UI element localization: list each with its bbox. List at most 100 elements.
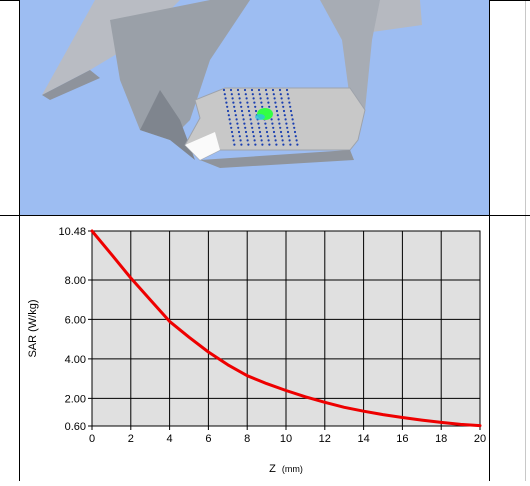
grid-dot — [230, 130, 234, 134]
grid-dot — [289, 105, 292, 108]
grid-dot — [288, 139, 291, 142]
x-tick-label: 14 — [357, 433, 369, 445]
y-tick-label: 8.00 — [65, 275, 86, 287]
x-tick-label: 6 — [205, 433, 211, 445]
frame-outer-rule — [525, 0, 526, 481]
grid-dot — [244, 126, 247, 129]
grid-dot — [250, 88, 254, 92]
phantom-3d-svg — [20, 0, 489, 215]
grid-dot — [244, 130, 248, 134]
grid-dot — [267, 101, 270, 104]
x-tick-label: 16 — [396, 433, 408, 445]
grid-dot — [272, 126, 275, 129]
grid-dot — [277, 118, 280, 121]
x-axis-label-unit: (mm) — [282, 464, 303, 474]
grid-dot — [236, 88, 240, 92]
frame-right-border — [489, 0, 490, 481]
grid-dot — [258, 130, 262, 134]
grid-dot — [232, 139, 235, 142]
grid-dot — [264, 88, 268, 92]
x-tick-label: 2 — [128, 433, 134, 445]
grid-dot — [283, 114, 286, 117]
frame-left-border — [19, 0, 20, 481]
grid-dot — [275, 143, 278, 146]
phantom-left-wing-edge — [42, 70, 100, 100]
grid-dot — [244, 93, 247, 96]
phantom-3d-view — [20, 0, 489, 215]
grid-dot — [272, 130, 276, 134]
grid-dot — [270, 118, 273, 121]
grid-dot — [223, 93, 226, 96]
grid-dot — [296, 143, 299, 146]
grid-dot — [237, 93, 240, 96]
grid-dot — [239, 101, 242, 104]
grid-dot — [261, 143, 264, 146]
grid-dot — [247, 143, 250, 146]
grid-dot — [278, 88, 282, 92]
grid-dot — [230, 126, 233, 129]
grid-dot — [237, 126, 240, 129]
grid-dot — [231, 97, 234, 100]
grid-dot — [286, 126, 289, 129]
grid-dot — [271, 88, 275, 92]
grid-dot — [236, 122, 239, 125]
phantom-left-wall-shadow — [140, 90, 195, 160]
grid-dot — [287, 135, 290, 138]
sar-hotspot-halo — [255, 114, 265, 120]
grid-dot — [247, 105, 250, 108]
grid-dot — [230, 93, 233, 96]
grid-dot — [252, 135, 255, 138]
grid-dot — [274, 101, 277, 104]
x-tick-label: 0 — [89, 433, 95, 445]
grid-dot — [285, 122, 288, 125]
chart-series — [90, 229, 482, 428]
y-tick-label: 10.48 — [58, 226, 86, 238]
grid-dot — [259, 97, 262, 100]
grid-dot — [238, 135, 241, 138]
grid-dot — [293, 126, 296, 129]
grid-dot — [243, 88, 247, 92]
grid-dot — [250, 122, 253, 125]
sar-zscan-chart: 0 2 4 6 8 10 12 14 16 18 20 10.48 8.00 6.00 4.00 2.00 0.… — [20, 217, 489, 481]
y-tick-label: 2.00 — [65, 393, 86, 405]
sar-zscan-svg: 0 2 4 6 8 10 12 14 16 18 20 10.48 8.00 6.00 4.00 2.00 0.… — [27, 226, 486, 475]
grid-dot — [233, 109, 237, 113]
grid-dot — [225, 101, 228, 104]
grid-dot — [228, 118, 231, 121]
x-tick-label: 4 — [167, 433, 173, 445]
grid-dot — [259, 135, 262, 138]
grid-dot — [295, 139, 298, 142]
grid-dot — [288, 101, 291, 104]
grid-dot — [266, 97, 269, 100]
grid-dot — [233, 143, 236, 146]
phantom-right-wall — [320, 0, 380, 110]
grid-dot — [257, 122, 260, 125]
grid-dot — [275, 109, 279, 113]
grid-dot — [285, 88, 289, 92]
grid-dot — [243, 122, 246, 125]
grid-dot — [286, 130, 290, 134]
grid-dot — [287, 97, 290, 100]
grid-dot — [267, 139, 270, 142]
x-tick-label: 10 — [280, 433, 292, 445]
grid-dot — [235, 118, 238, 121]
grid-dot — [254, 109, 258, 113]
grid-dot — [222, 88, 226, 92]
grid-dot — [226, 105, 229, 108]
grid-dot — [265, 130, 269, 134]
grid-dot — [281, 101, 284, 104]
grid-dot — [246, 101, 249, 104]
grid-dot — [248, 114, 251, 117]
chart-tick-labels: 0 2 4 6 8 10 12 14 16 18 20 10.48 8.00 6.00 4.00 2.00 0.… — [58, 226, 486, 445]
grid-dot — [257, 88, 261, 92]
grid-dot — [237, 130, 241, 134]
grid-dot — [239, 139, 242, 142]
grid-dot — [253, 139, 256, 142]
x-tick-label: 12 — [319, 433, 331, 445]
grid-dot — [249, 118, 252, 121]
grid-dot — [268, 105, 271, 108]
x-tick-label: 20 — [474, 433, 486, 445]
grid-dot — [234, 114, 237, 117]
grid-dot — [258, 93, 261, 96]
